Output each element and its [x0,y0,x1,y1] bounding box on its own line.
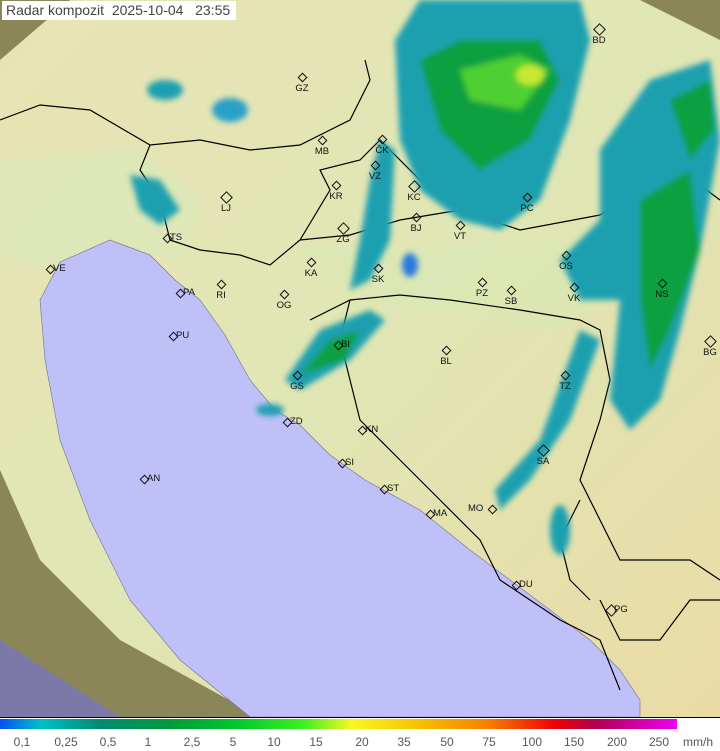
legend-tick-label: 15 [309,735,323,749]
legend-tick-label: 0,5 [99,735,117,749]
city-label: RI [216,290,226,301]
city-label: BD [592,35,606,46]
city-label: KA [304,268,318,279]
legend-tick-label: 5 [229,735,237,749]
city-label: LJ [220,203,232,214]
city-label: TZ [559,381,571,392]
city-label: OS [559,261,573,272]
city-label: BJ [410,223,422,234]
city-label: KN [365,424,379,435]
legend-color-bar [0,719,677,729]
city-label: MA [433,508,448,519]
city-label: VE [53,263,66,274]
legend-unit: mm/h [683,735,713,749]
city-label: SK [371,274,385,285]
city-label: SB [504,296,518,307]
legend-tick-label: 100 [521,735,543,749]
city-label: TS [170,232,183,243]
adriatic-sea [39,239,641,718]
city-label: KC [407,192,421,203]
city-label: ZG [336,234,350,245]
legend-tick-label: 200 [606,735,628,749]
legend-tick-label: 150 [563,735,585,749]
legend-tick-label: 50 [440,735,454,749]
city-label: PU [176,330,190,341]
city-label: PG [614,604,628,615]
city-label: ZD [290,416,303,427]
city-label: SI [345,457,354,468]
city-label: PA [183,287,195,298]
city-label: GZ [295,83,309,94]
precipitation-echoes [130,0,720,555]
city-label: NS [655,289,669,300]
city-label: BL [440,356,452,367]
legend-tick-label: 35 [397,735,411,749]
city-label: MB [314,146,330,157]
city-label: VZ [368,171,382,182]
city-label: MO [468,503,484,514]
map-canvas [0,0,720,718]
city-label: ST [387,483,400,494]
city-label: ČK [375,145,389,156]
city-label: VK [567,293,581,304]
city-label: BI [341,339,350,350]
radar-map[interactable] [0,0,720,718]
city-label: VT [453,231,467,242]
map-title: Radar kompozit 2025-10-04 23:55 [2,1,237,20]
city-label: GS [290,381,304,392]
legend-tick-label: 250 [648,735,670,749]
city-label: AN [147,473,161,484]
legend-tick-label: 2,5 [183,735,201,749]
city-label: SA [536,456,550,467]
legend-tick-label: 1 [144,735,152,749]
legend-tick-label: 0,25 [54,735,78,749]
legend-tick-label: 20 [355,735,369,749]
legend-tick-label: 10 [267,735,281,749]
city-label: DU [519,579,533,590]
legend-tick-label: 0,1 [13,735,31,749]
city-label: PC [520,203,534,214]
city-label: KR [329,191,343,202]
legend-tick-label: 75 [482,735,496,749]
city-label: PZ [475,288,489,299]
city-label: OG [276,300,292,311]
city-label: BG [703,347,717,358]
